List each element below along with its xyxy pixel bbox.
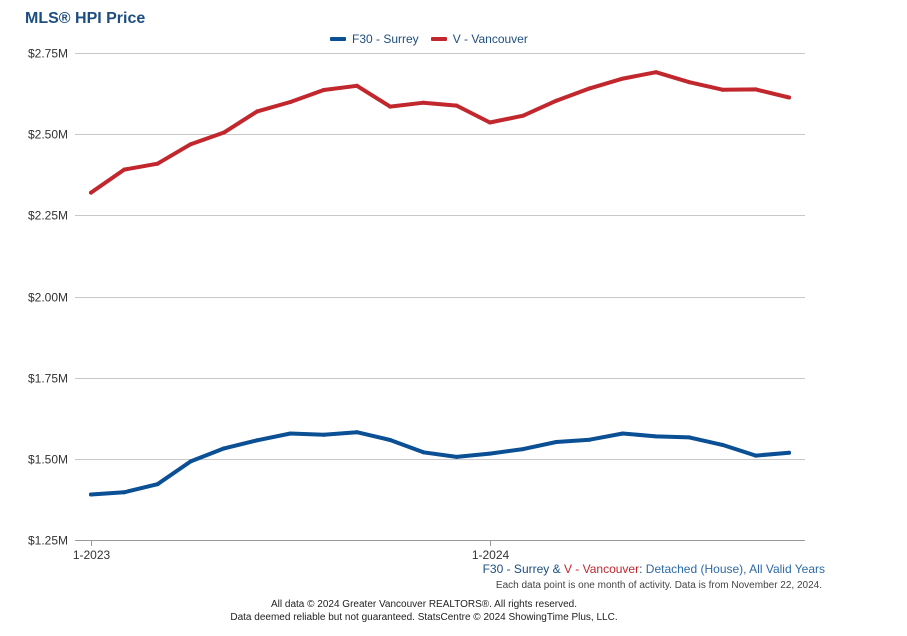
data-point-surrey <box>753 453 758 458</box>
chart-title: MLS® HPI Price <box>25 10 146 27</box>
data-point-surrey <box>288 431 293 436</box>
description-ampersand: & <box>549 562 564 576</box>
data-point-surrey <box>122 490 127 495</box>
data-point-surrey <box>421 450 426 455</box>
data-point-vancouver <box>155 161 160 166</box>
data-point-surrey <box>521 447 526 452</box>
data-point-vancouver <box>288 100 293 104</box>
y-tick-label: $1.50M <box>28 453 68 467</box>
legend-swatch-surrey <box>330 37 346 41</box>
data-point-surrey <box>255 438 260 443</box>
data-point-vancouver <box>188 142 193 147</box>
data-point-vancouver <box>587 86 592 91</box>
data-point-surrey <box>388 438 393 442</box>
data-point-surrey <box>354 430 359 435</box>
data-point-vancouver <box>620 76 625 81</box>
data-point-vancouver <box>554 98 559 103</box>
data-point-vancouver <box>89 190 93 195</box>
series-line-vancouver <box>89 70 791 195</box>
y-tick-label: $2.25M <box>28 209 68 223</box>
data-point-surrey <box>787 450 791 455</box>
data-point-surrey <box>89 492 93 497</box>
data-point-vancouver <box>687 80 692 85</box>
data-point-surrey <box>222 446 226 451</box>
data-point-surrey <box>687 435 692 440</box>
data-point-vancouver <box>521 113 526 118</box>
legend-item-surrey[interactable]: F30 - Surrey <box>330 32 419 46</box>
data-point-vancouver <box>321 88 326 92</box>
y-tick-label: $2.00M <box>28 291 68 305</box>
series-lines <box>89 70 791 497</box>
gridlines <box>75 53 805 460</box>
data-point-vancouver <box>753 87 758 92</box>
y-axis-ticks: $1.25M $1.50M $1.75M $2.00M $2.25M $2.50M $2.7… <box>28 47 68 548</box>
data-point-vancouver <box>487 120 492 125</box>
data-point-vancouver <box>454 103 459 108</box>
data-point-vancouver <box>654 70 658 75</box>
data-point-surrey <box>155 482 160 487</box>
x-axis-ticks: 1-2023 1-2024 <box>73 540 510 562</box>
data-point-surrey <box>454 454 459 459</box>
data-point-surrey <box>620 431 625 436</box>
data-point-surrey <box>321 432 326 437</box>
data-point-vancouver <box>787 95 791 100</box>
data-point-vancouver <box>720 87 725 92</box>
description-series-surrey: F30 - Surrey <box>482 562 550 576</box>
description-selection: Detached (House), All Valid Years <box>645 562 825 576</box>
y-tick-label: $1.75M <box>28 372 68 386</box>
data-point-vancouver <box>255 109 260 114</box>
data-point-surrey <box>554 440 559 444</box>
y-tick-label: $2.50M <box>28 128 68 142</box>
data-point-vancouver <box>222 130 226 135</box>
data-point-surrey <box>487 451 492 456</box>
data-point-vancouver <box>388 104 393 109</box>
data-point-surrey <box>188 459 193 464</box>
legend-label-vancouver: V - Vancouver <box>452 32 528 46</box>
description-colon: : <box>639 562 646 576</box>
data-point-vancouver <box>122 167 127 172</box>
x-tick-label: 1-2023 <box>73 548 111 562</box>
x-tick-label: 1-2024 <box>472 548 510 562</box>
copyright-line: All data © 2024 Greater Vancouver REALTO… <box>271 599 577 610</box>
data-point-vancouver <box>354 83 359 88</box>
y-tick-label: $1.25M <box>28 534 68 548</box>
y-tick-label: $2.75M <box>28 47 68 61</box>
series-description: F30 - Surrey & V - Vancouver: Detached (… <box>483 562 825 576</box>
description-series-vancouver: V - Vancouver <box>563 562 640 576</box>
disclaimer-line: Data deemed reliable but not guaranteed.… <box>230 612 618 623</box>
data-point-vancouver <box>421 100 426 105</box>
data-note: Each data point is one month of activity… <box>495 580 822 591</box>
chart-legend: F30 - Surrey V - Vancouver <box>330 32 540 46</box>
legend-swatch-vancouver <box>430 37 447 41</box>
legend-item-vancouver[interactable]: V - Vancouver <box>430 32 528 46</box>
data-point-surrey <box>654 434 658 439</box>
legend-label-surrey: F30 - Surrey <box>352 32 419 46</box>
series-line-surrey <box>89 430 791 497</box>
data-point-surrey <box>587 437 592 442</box>
data-point-surrey <box>720 442 725 447</box>
